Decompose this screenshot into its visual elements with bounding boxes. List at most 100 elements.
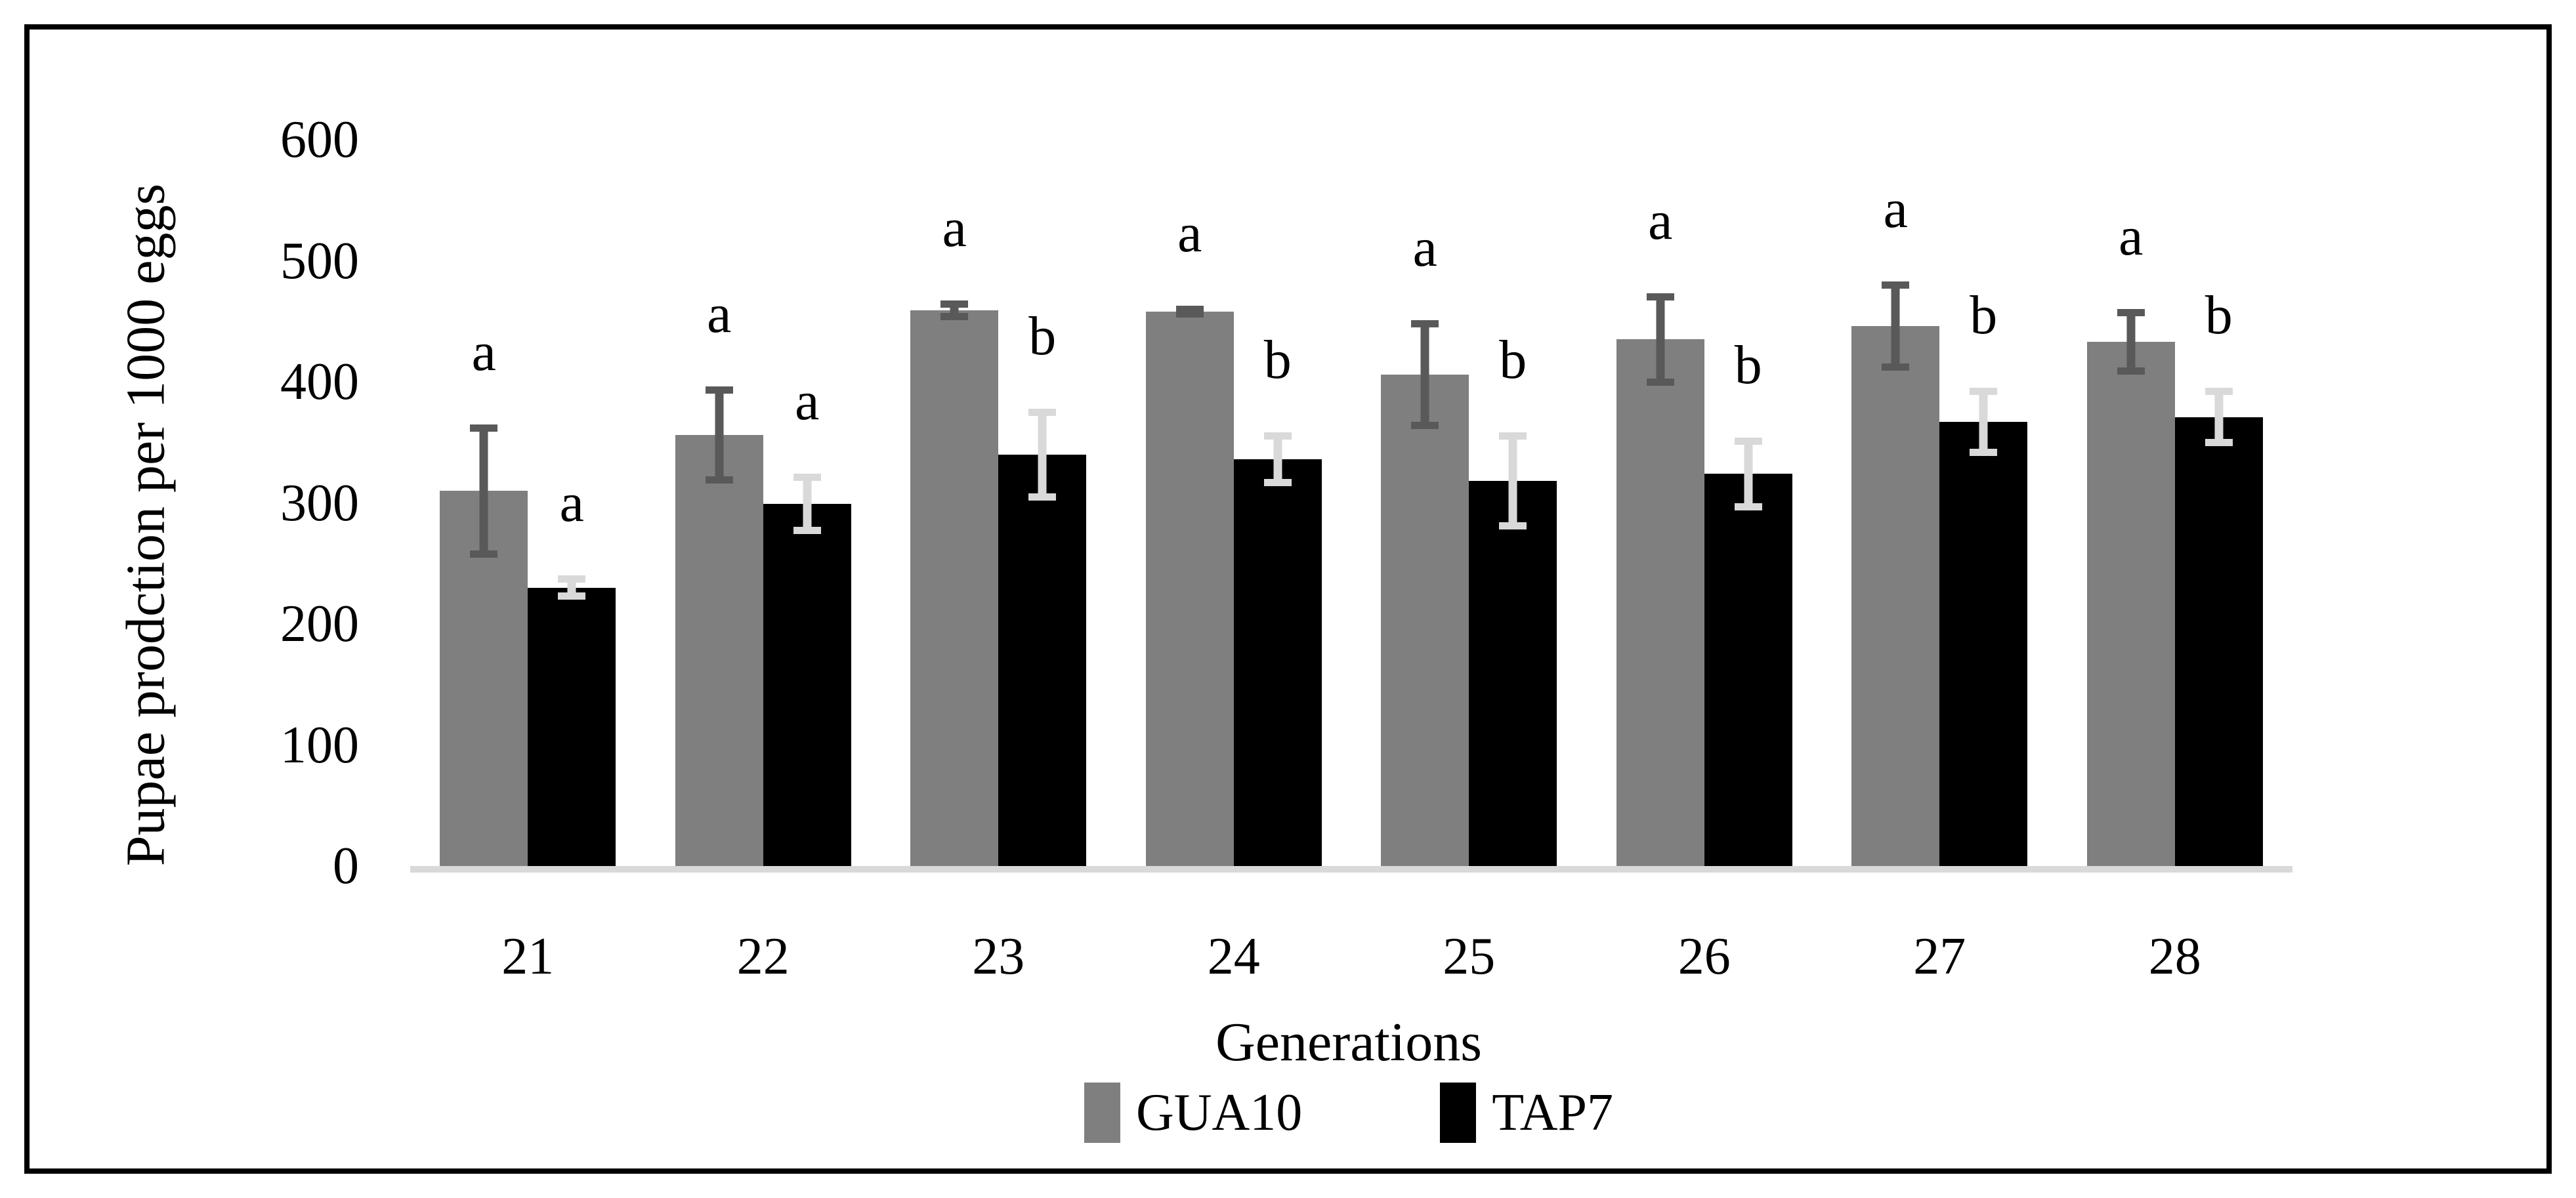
bar-tap7-gen22 — [763, 504, 851, 866]
legend-label-gua10: GUA10 — [1135, 1084, 1303, 1142]
error-bar-cap — [2117, 367, 2145, 375]
error-bar-cap — [1028, 493, 1057, 501]
error-bar-cap — [940, 312, 969, 320]
error-bar-cap — [1499, 522, 1527, 530]
error-bar-gua10-gen21 — [470, 424, 498, 558]
significance-letter-gua10-gen23: a — [942, 197, 967, 259]
x-tick-label: 28 — [2148, 928, 2201, 985]
error-bar-line — [1656, 293, 1665, 386]
error-bar-line — [2214, 388, 2224, 446]
error-bar-line — [1273, 432, 1282, 486]
error-bar-cap — [940, 300, 969, 308]
significance-letter-gua10-gen21: a — [471, 321, 496, 382]
error-bar-gua10-gen23 — [940, 300, 969, 320]
error-bar-cap — [1882, 363, 1910, 371]
error-bar-cap — [793, 474, 821, 482]
bar-gua10-gen25 — [1381, 374, 1469, 866]
y-tick-label: 100 — [280, 716, 359, 774]
error-bar-gua10-gen28 — [2117, 309, 2145, 375]
y-tick-label: 0 — [333, 837, 359, 895]
error-bar-cap — [1734, 437, 1762, 445]
error-bar-line — [2126, 309, 2136, 375]
y-tick-label: 400 — [280, 353, 359, 411]
significance-letter-tap7-gen24: b — [1263, 329, 1292, 391]
x-axis-title: Generations — [1215, 1012, 1482, 1073]
error-bar-line — [479, 424, 488, 558]
bar-tap7-gen27 — [1939, 421, 2028, 866]
significance-letter-gua10-gen26: a — [1648, 190, 1673, 252]
x-tick-label: 22 — [736, 928, 790, 985]
error-bar-gua10-gen25 — [1411, 320, 1439, 429]
error-bar-cap — [705, 476, 733, 484]
x-tick-label: 27 — [1913, 928, 1966, 985]
error-bar-line — [1891, 281, 1900, 371]
significance-letter-gua10-gen28: a — [2119, 206, 2143, 268]
significance-letter-tap7-gen26: b — [1734, 334, 1762, 396]
error-bar-line — [1744, 437, 1753, 510]
error-bar-cap — [1028, 408, 1057, 416]
error-bar-line — [1420, 320, 1429, 429]
y-axis-title: Pupae prodction per 1000 eggs — [115, 183, 177, 867]
error-bar-cap — [793, 527, 821, 535]
y-tick-label: 600 — [280, 111, 359, 169]
error-bar-line — [1979, 388, 1988, 456]
tap7-swatch-icon — [1440, 1083, 1477, 1143]
error-bar-cap — [1646, 378, 1674, 386]
error-bar-cap — [470, 550, 498, 558]
error-bar-tap7-gen23 — [1028, 408, 1057, 501]
legend-label-tap7: TAP7 — [1492, 1084, 1614, 1142]
significance-letter-tap7-gen22: a — [795, 371, 820, 432]
error-bar-cap — [1499, 432, 1527, 440]
error-bar-cap — [1882, 281, 1910, 289]
error-bar-cap — [558, 592, 586, 600]
error-bar-cap — [1734, 503, 1762, 510]
x-tick-label: 26 — [1678, 928, 1731, 985]
x-tick-label: 24 — [1207, 928, 1260, 985]
error-bar-tap7-gen22 — [793, 474, 821, 535]
bar-tap7-gen23 — [998, 454, 1087, 866]
error-bar-line — [803, 474, 812, 535]
legend: GUA10 TAP7 — [1084, 1083, 1613, 1143]
bar-gua10-gen22 — [675, 435, 763, 866]
x-tick-label: 25 — [1443, 928, 1496, 985]
error-bar-cap — [705, 386, 733, 394]
bar-tap7-gen26 — [1704, 474, 1792, 866]
error-bar-gua10-gen24 — [1175, 305, 1204, 318]
error-bar-line — [1038, 408, 1047, 501]
error-bar-cap — [1970, 388, 1998, 396]
bar-gua10-gen23 — [910, 310, 999, 866]
y-tick-label: 200 — [280, 595, 359, 653]
error-bar-tap7-gen21 — [558, 575, 586, 600]
error-bar-cap — [1970, 448, 1998, 456]
error-bar-cap — [1263, 478, 1292, 486]
significance-letter-gua10-gen27: a — [1883, 178, 1908, 239]
significance-letter-gua10-gen22: a — [707, 283, 732, 345]
bar-gua10-gen27 — [1851, 326, 1940, 866]
error-bar-cap — [470, 424, 498, 432]
error-bar-cap — [2117, 309, 2145, 317]
error-bar-cap — [1263, 432, 1292, 440]
significance-letter-gua10-gen25: a — [1412, 217, 1437, 278]
legend-item-tap7: TAP7 — [1440, 1083, 1613, 1143]
error-bar-cap — [2205, 438, 2233, 446]
significance-letter-tap7-gen25: b — [1499, 329, 1527, 391]
y-tick-label: 300 — [280, 474, 359, 532]
error-bar-tap7-gen28 — [2205, 388, 2233, 446]
error-bar-cap — [1175, 305, 1204, 313]
error-bar-tap7-gen25 — [1499, 432, 1527, 530]
error-bar-gua10-gen26 — [1646, 293, 1674, 386]
error-bar-tap7-gen26 — [1734, 437, 1762, 510]
error-bar-cap — [2205, 388, 2233, 396]
bar-tap7-gen25 — [1469, 481, 1557, 866]
significance-letter-tap7-gen27: b — [1970, 285, 1998, 346]
bar-gua10-gen28 — [2086, 342, 2175, 866]
error-bar-gua10-gen22 — [705, 386, 733, 484]
figure-border — [24, 24, 2552, 1174]
error-bar-tap7-gen27 — [1970, 388, 1998, 456]
bar-gua10-gen24 — [1145, 311, 1234, 866]
gua10-swatch-icon — [1084, 1083, 1120, 1143]
bar-tap7-gen21 — [528, 587, 616, 866]
bar-tap7-gen24 — [1233, 459, 1322, 866]
error-bar-line — [715, 386, 724, 484]
